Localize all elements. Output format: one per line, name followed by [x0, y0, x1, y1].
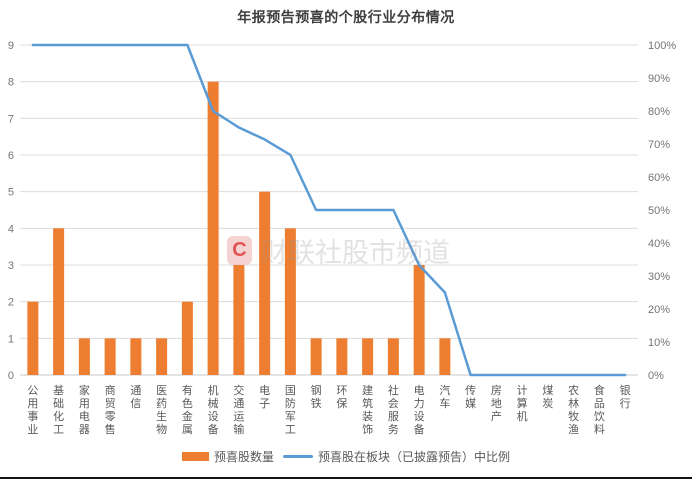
y-axis-right-tick: 20% [648, 304, 670, 316]
bar [104, 338, 116, 375]
y-axis-left-tick: 5 [8, 187, 14, 199]
bar [233, 265, 245, 375]
y-axis-right-tick: 10% [648, 337, 670, 349]
bar [130, 338, 142, 375]
x-axis-label: 有色金属 [182, 383, 193, 436]
bar [78, 338, 90, 375]
legend-bar-label: 预喜股数量 [213, 450, 274, 464]
y-axis-right-tick: 90% [648, 73, 670, 85]
bar [181, 301, 193, 375]
x-axis-label: 钢铁 [311, 384, 322, 410]
bar [53, 228, 65, 375]
y-axis-right-tick: 40% [648, 238, 670, 250]
x-axis-label: 社会服务 [388, 383, 399, 436]
x-axis-label: 电力设备 [414, 384, 425, 436]
x-axis-label: 传媒 [465, 384, 476, 410]
x-axis-label: 医药生物 [156, 385, 167, 436]
x-axis-label: 汽车 [439, 383, 450, 410]
legend: 预喜股数量 预喜股在板块（已披露预告）中比例 [0, 448, 692, 465]
bar [387, 338, 399, 375]
y-axis-right-tick: 50% [648, 205, 670, 217]
x-axis-label: 商贸零售 [105, 383, 116, 436]
bar [259, 191, 271, 375]
line-swatch-icon [283, 455, 313, 458]
y-axis-right-tick: 100% [648, 40, 676, 52]
y-axis-left-tick: 6 [8, 150, 14, 162]
bar [310, 338, 322, 375]
x-axis-label: 家用电器 [79, 383, 90, 436]
bar [362, 338, 374, 375]
x-axis-label: 公用事业 [27, 385, 38, 436]
x-axis-label: 机械设备 [208, 383, 219, 436]
x-axis-label: 银行 [620, 383, 631, 410]
x-axis-label: 电子 [259, 384, 270, 410]
y-axis-left-tick: 0 [8, 370, 14, 382]
x-axis-label: 食品饮料 [594, 383, 605, 436]
x-axis-label: 环保 [336, 385, 347, 410]
x-axis-label: 国防军工 [285, 384, 296, 436]
bar [156, 338, 168, 375]
x-axis-label: 农林牧渔 [568, 383, 579, 436]
x-axis-label: 通信 [130, 384, 141, 410]
y-axis-left-tick: 3 [8, 260, 14, 272]
x-axis-label: 计算机 [517, 384, 528, 423]
trend-line [31, 43, 627, 377]
x-axis-label: 煤炭 [542, 384, 553, 410]
y-axis-right-tick: 80% [648, 106, 670, 118]
legend-item-line: 预喜股在板块（已披露预告）中比例 [283, 448, 510, 465]
legend-line-label: 预喜股在板块（已披露预告）中比例 [318, 450, 511, 464]
legend-item-bar: 预喜股数量 [181, 448, 274, 465]
y-axis-left-tick: 2 [8, 297, 14, 309]
x-axis-label: 建筑装饰 [362, 383, 373, 436]
bar [27, 301, 39, 375]
y-axis-left-tick: 9 [8, 40, 14, 52]
bar-swatch-icon [181, 452, 209, 461]
y-axis-right-tick: 0% [648, 370, 664, 382]
bar [284, 228, 296, 375]
bar [439, 338, 451, 375]
y-axis-left-tick: 1 [8, 333, 14, 345]
x-axis-label: 交通运输 [233, 383, 244, 436]
bar [207, 81, 219, 376]
y-axis-right-tick: 70% [648, 139, 670, 151]
y-axis-right-tick: 60% [648, 172, 670, 184]
chart-title: 年报预告预喜的个股行业分布情况 [237, 9, 455, 25]
y-axis-left-tick: 8 [8, 77, 14, 89]
y-axis-right-tick: 30% [648, 271, 670, 283]
x-axis-label: 基础化工 [53, 384, 64, 436]
bar [413, 265, 425, 375]
x-axis-label: 房地产 [491, 384, 502, 423]
bar [336, 338, 348, 375]
y-axis-left-tick: 7 [8, 113, 14, 125]
y-axis-left-tick: 4 [8, 223, 14, 235]
